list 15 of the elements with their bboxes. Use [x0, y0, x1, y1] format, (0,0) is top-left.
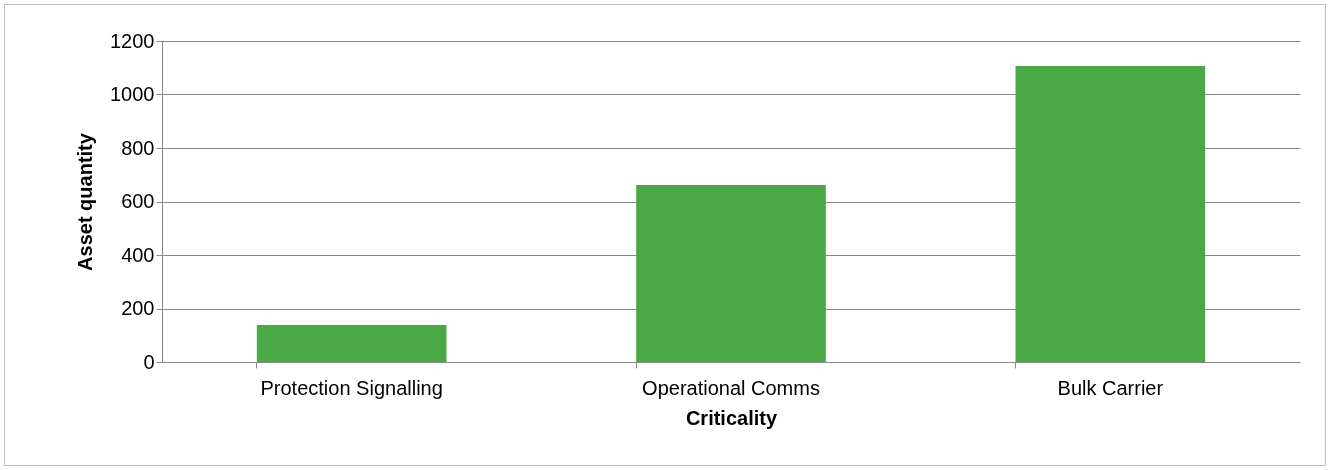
- y-axis-title: Asset quantity: [74, 132, 97, 271]
- x-tick-label: Operational Comms: [642, 376, 820, 399]
- y-tick-label: 600: [121, 190, 155, 212]
- bar: [636, 184, 826, 362]
- y-tick-label: 200: [121, 297, 155, 319]
- y-tick-label: 800: [121, 136, 155, 159]
- x-axis-title: Criticality: [685, 406, 778, 429]
- x-tick-label: Bulk Carrier: [1057, 376, 1164, 399]
- y-tick-label: 400: [121, 243, 155, 266]
- y-tick-label: 0: [143, 350, 155, 373]
- bar: [1015, 65, 1206, 362]
- bar: [256, 325, 447, 362]
- y-tick-label: 1200: [110, 29, 155, 52]
- y-tick-label: 1000: [110, 83, 155, 105]
- x-tick-label: Protection Signalling: [260, 376, 443, 399]
